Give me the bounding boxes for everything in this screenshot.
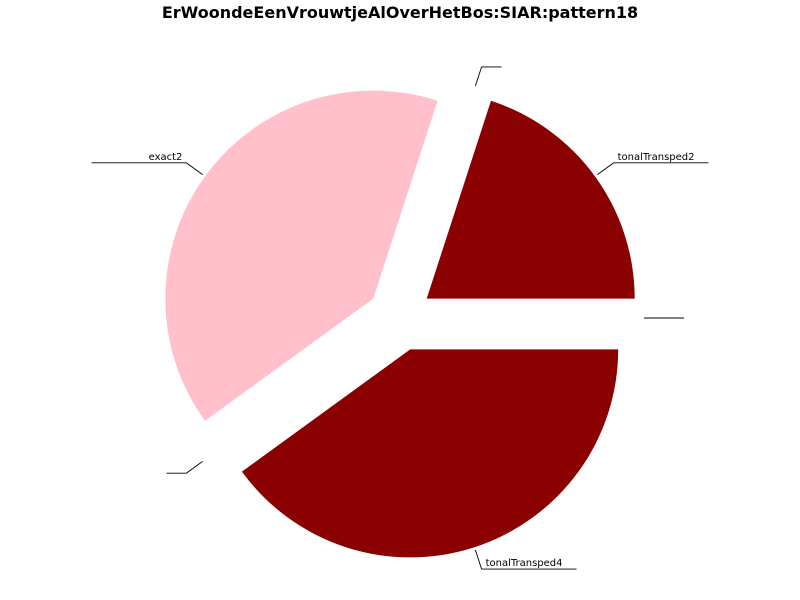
pie-slice-2 [165, 90, 438, 421]
chart-title: ErWoondeEenVrouwtjeAlOverHetBos:SIAR:pat… [161, 3, 639, 22]
pie-slice-0 [426, 100, 635, 299]
leader-line-1 [474, 66, 502, 87]
slice-label-4: tonalTransped4 [486, 558, 563, 569]
leader-line-3 [166, 461, 203, 474]
leader-line-0 [597, 162, 709, 175]
slice-label-2: exact2 [149, 152, 183, 163]
pie-slice-4 [241, 349, 619, 558]
leader-line-2 [91, 162, 203, 175]
slice-label-0: tonalTransped2 [618, 152, 695, 163]
leader-line-4 [474, 549, 577, 570]
